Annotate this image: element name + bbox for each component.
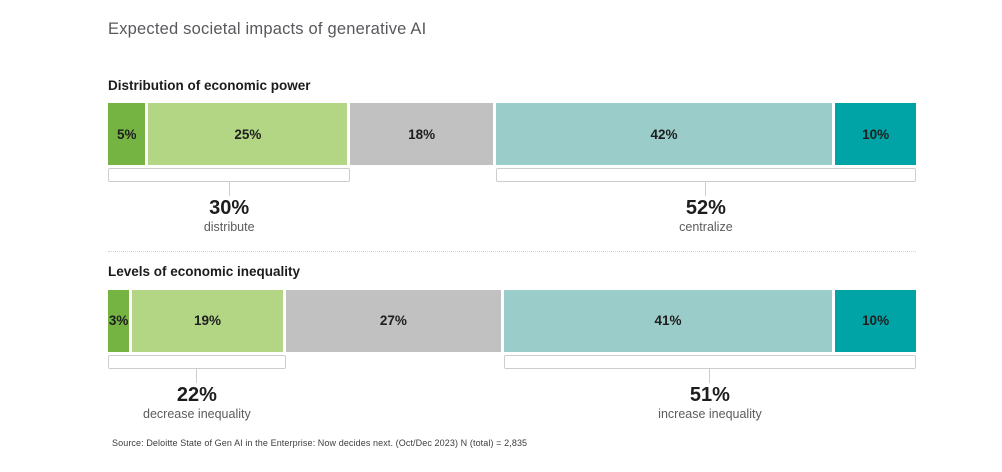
bar-segment-label: 10% (862, 126, 890, 142)
bar-segment-label: 19% (193, 313, 221, 329)
bracket-box (495, 168, 916, 183)
bar-segment: 10% (835, 103, 916, 166)
bracket-row: 22% decrease inequality 51% increase inequa… (108, 352, 916, 428)
bracket-box (108, 168, 351, 183)
bracket-tick (196, 368, 198, 383)
bracket-tick (705, 182, 707, 197)
bracket-tick (228, 182, 230, 197)
chart-title: Distribution of economic power (108, 77, 311, 93)
bracket-value: 52% (685, 197, 726, 220)
bar-segment-label: 41% (654, 313, 682, 329)
bracket-value: 22% (176, 383, 217, 406)
bar-segment: 27% (285, 289, 504, 352)
stacked-bar: 3% 19% 27% 41% 10% (108, 289, 916, 352)
bar-segment: 5% (108, 103, 149, 166)
chart-page: Expected societal impacts of generative … (108, 0, 916, 448)
bracket-sublabel: decrease inequality (143, 406, 251, 421)
bar-segment-label: 27% (379, 313, 407, 329)
bracket: 22% decrease inequality (108, 352, 286, 421)
dotted-divider (108, 251, 916, 253)
bracket-sublabel: centralize (679, 220, 733, 235)
bracket-row: 30% distribute 52% centralize (108, 165, 916, 241)
source-note: Source: Deloitte State of Gen AI in the … (112, 437, 528, 448)
bracket-sublabel: increase inequality (658, 406, 762, 421)
bracket-box (108, 354, 286, 369)
page-title: Expected societal impacts of generative … (108, 20, 427, 38)
bar-segment-label: 25% (234, 126, 262, 142)
bracket: 51% increase inequality (503, 352, 916, 421)
bracket-value: 30% (209, 197, 250, 220)
bar-segment-label: 5% (116, 126, 137, 142)
bar-segment: 19% (132, 289, 286, 352)
bar-segment: 3% (108, 289, 133, 352)
bracket-tick (709, 368, 711, 383)
bar-segment-label: 42% (650, 126, 678, 142)
chart-section-1: Levels of economic inequality 3% 19% 27% 41%… (108, 264, 916, 428)
bar-segment: 42% (495, 103, 836, 166)
bracket: 30% distribute (108, 165, 351, 235)
bracket: 52% centralize (495, 165, 916, 235)
bar-segment: 25% (148, 103, 351, 166)
bar-segment: 41% (503, 289, 836, 352)
bar-segment-label: 10% (862, 313, 890, 329)
chart-section-0: Distribution of economic power 5% 25% 18% 42… (108, 78, 916, 242)
bar-segment-label: 3% (108, 313, 129, 329)
bracket-value: 51% (689, 383, 730, 406)
stacked-bar: 5% 25% 18% 42% 10% (108, 103, 916, 166)
charts: Distribution of economic power 5% 25% 18% 42… (108, 78, 916, 428)
bar-segment: 18% (350, 103, 496, 166)
bracket-sublabel: distribute (203, 220, 255, 235)
bar-segment-label: 18% (408, 126, 436, 142)
bar-segment: 10% (835, 289, 916, 352)
chart-title: Levels of economic inequality (108, 264, 301, 280)
bracket-box (503, 354, 916, 369)
